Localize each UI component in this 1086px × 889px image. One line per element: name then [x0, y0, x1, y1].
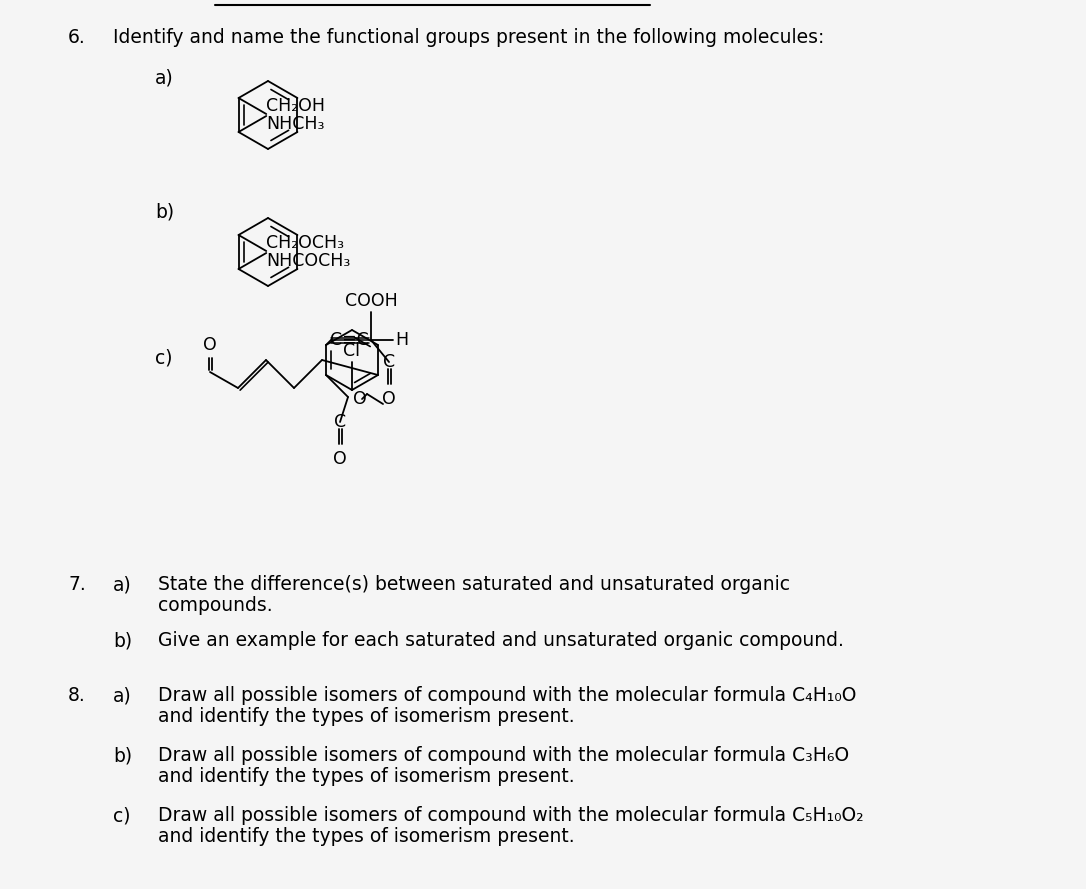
Text: C: C	[334, 413, 346, 431]
Text: NHCOCH₃: NHCOCH₃	[266, 252, 351, 270]
Text: b): b)	[113, 746, 132, 765]
Text: c): c)	[113, 806, 130, 825]
Text: c): c)	[155, 348, 173, 367]
Text: C: C	[383, 353, 395, 371]
Text: Identify and name the functional groups present in the following molecules:: Identify and name the functional groups …	[113, 28, 824, 47]
Text: 6.: 6.	[68, 28, 86, 47]
Text: Draw all possible isomers of compound with the molecular formula C₅H₁₀O₂: Draw all possible isomers of compound wi…	[157, 806, 863, 825]
Text: COOH: COOH	[344, 292, 397, 310]
Text: 7.: 7.	[68, 575, 86, 594]
Text: State the difference(s) between saturated and unsaturated organic: State the difference(s) between saturate…	[157, 575, 790, 594]
Text: and identify the types of isomerism present.: and identify the types of isomerism pres…	[157, 827, 574, 846]
Text: H: H	[395, 331, 408, 349]
Text: compounds.: compounds.	[157, 596, 273, 615]
Text: Give an example for each saturated and unsaturated organic compound.: Give an example for each saturated and u…	[157, 631, 844, 650]
Text: a): a)	[155, 68, 174, 87]
Text: NHCH₃: NHCH₃	[266, 115, 325, 133]
Text: Draw all possible isomers of compound with the molecular formula C₃H₆O: Draw all possible isomers of compound wi…	[157, 746, 849, 765]
Text: O: O	[382, 390, 396, 408]
Text: Draw all possible isomers of compound with the molecular formula C₄H₁₀O: Draw all possible isomers of compound wi…	[157, 686, 857, 705]
Text: and identify the types of isomerism present.: and identify the types of isomerism pres…	[157, 767, 574, 786]
Text: a): a)	[113, 575, 131, 594]
Text: b): b)	[113, 631, 132, 650]
Text: and identify the types of isomerism present.: and identify the types of isomerism pres…	[157, 707, 574, 726]
Text: CH₂OH: CH₂OH	[266, 97, 326, 115]
Text: 8.: 8.	[68, 686, 86, 705]
Text: O: O	[203, 336, 217, 354]
Text: CH₂OCH₃: CH₂OCH₃	[266, 234, 344, 252]
Text: O: O	[333, 450, 346, 468]
Text: C≡C: C≡C	[330, 331, 369, 349]
Text: O: O	[353, 390, 367, 408]
Text: b): b)	[155, 202, 174, 221]
Text: a): a)	[113, 686, 131, 705]
Text: Cl: Cl	[343, 342, 361, 360]
